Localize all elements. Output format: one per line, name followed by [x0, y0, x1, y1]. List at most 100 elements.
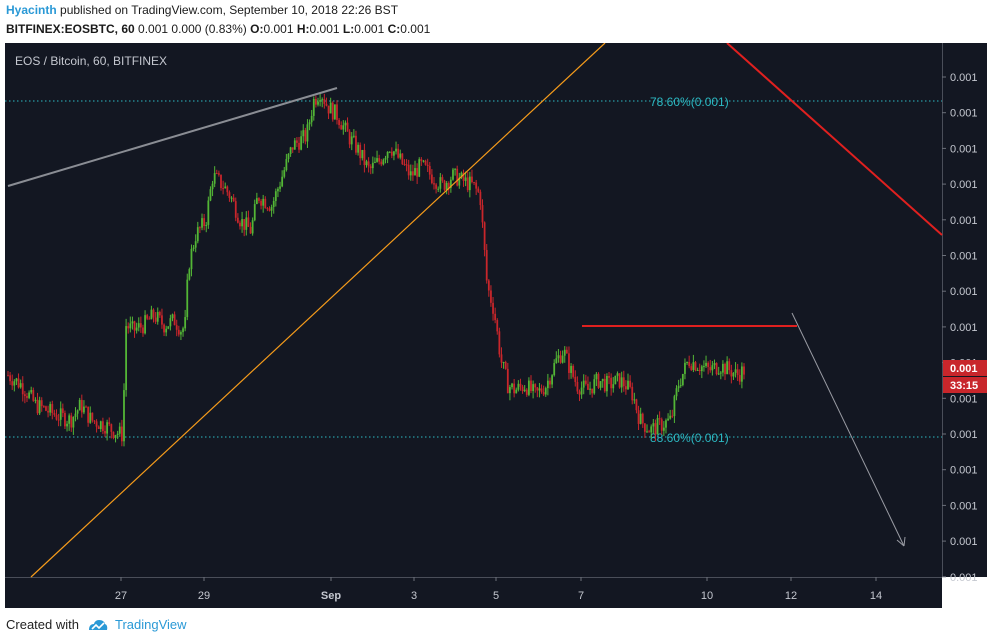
high-value: 0.001 [309, 22, 340, 36]
candle-body [207, 200, 210, 225]
candle-body [296, 140, 298, 143]
y-tick-label: 0.001 [950, 393, 978, 405]
candle-body [500, 354, 503, 363]
candle-body [83, 406, 85, 413]
candle-body [266, 208, 269, 210]
candle-body [728, 361, 731, 371]
candle-body [703, 366, 705, 368]
candle-body [382, 159, 385, 165]
candle-body [504, 362, 507, 369]
candle-body [333, 104, 336, 120]
candle-body [226, 186, 229, 193]
candle-body [565, 349, 568, 354]
candle-body [272, 200, 275, 208]
candle-body [722, 363, 724, 373]
candle-body [557, 355, 560, 359]
tradingview-brand-link[interactable]: TradingView [114, 617, 187, 632]
candle-body [532, 384, 535, 392]
candle-body [264, 198, 267, 209]
candle-body [125, 326, 127, 391]
change-value: 0.001 0.000 (0.83%) [138, 22, 247, 36]
candle-body [38, 400, 41, 414]
candle-body [384, 157, 387, 160]
candle-body [150, 309, 153, 320]
candle-body [249, 226, 252, 234]
candle-body [466, 177, 469, 191]
candle-body [186, 279, 189, 318]
candle-body [481, 205, 484, 223]
candle-body [519, 383, 522, 387]
candle-body [344, 122, 347, 126]
candle-body [553, 363, 556, 376]
candle-body [17, 378, 20, 388]
publish-info: Hyacinth published on TradingView.com, S… [6, 3, 398, 17]
candle-body [53, 413, 56, 415]
candle-body [639, 413, 642, 424]
candle-body [479, 191, 482, 206]
candle-body [715, 363, 718, 375]
candle-body [310, 115, 313, 123]
candle-body [306, 124, 309, 142]
candle-body [525, 389, 528, 395]
candle-body [511, 383, 513, 388]
price-chart[interactable]: EOS / Bitcoin, 60, BITFINEX 0.001 0.001 0.0… [5, 43, 987, 608]
y-tick-label: 0.001 [950, 108, 978, 120]
candle-body [599, 381, 602, 388]
candle-body [544, 388, 547, 395]
y-tick-label: 0.001 [950, 143, 978, 155]
candle-body [199, 227, 201, 229]
candle-body [698, 370, 701, 372]
candle-body [80, 399, 83, 413]
candle-body [614, 375, 617, 385]
candle-body [502, 362, 505, 364]
candle-body [603, 378, 606, 392]
candle-body [570, 365, 572, 373]
candle-body [740, 366, 743, 382]
candle-body [101, 421, 104, 432]
candle-body [456, 168, 459, 186]
candle-body [289, 147, 292, 154]
candle-body [367, 161, 370, 167]
candle-body [726, 361, 729, 375]
candle-body [374, 161, 376, 163]
candle-body [416, 168, 419, 177]
candle-body [293, 140, 296, 150]
candle-body [530, 380, 532, 392]
candle-body [572, 365, 575, 377]
candle-body [555, 358, 558, 364]
candle-body [538, 388, 541, 391]
y-tick-label: 0.001 [950, 72, 978, 84]
candle-body [93, 420, 96, 422]
candle-body [506, 368, 509, 394]
candle-body [40, 400, 43, 407]
candle-body [582, 380, 585, 388]
candle-body [15, 378, 18, 382]
candle-body [308, 122, 311, 125]
x-tick-label: 10 [701, 590, 713, 602]
candle-body [161, 315, 163, 325]
y-tick-label: 0.001 [950, 572, 978, 584]
candle-body [445, 183, 448, 190]
candle-body [190, 248, 193, 270]
x-tick-label: 3 [411, 590, 417, 602]
candle-body [188, 269, 191, 280]
candle-body [483, 222, 486, 250]
candle-body [135, 327, 138, 331]
orange-trendline [30, 43, 606, 578]
candle-body [527, 380, 530, 395]
y-tick-label: 0.001 [950, 179, 978, 191]
candle-body [258, 198, 260, 201]
chart-container[interactable]: EOS / Bitcoin, 60, BITFINEX 0.001 0.001 0.0… [5, 43, 987, 608]
candle-body [430, 174, 433, 184]
candle-body [705, 362, 707, 367]
author-link[interactable]: Hyacinth [6, 3, 57, 17]
open-label: O: [250, 22, 264, 36]
candle-body [302, 130, 305, 137]
candle-body [422, 160, 425, 162]
candle-body [631, 386, 634, 401]
candle-body [215, 173, 218, 175]
candle-body [209, 189, 212, 201]
symbol-label: BITFINEX:EOSBTC, 60 [6, 22, 135, 36]
candle-body [454, 168, 456, 170]
candle-body [89, 412, 92, 423]
